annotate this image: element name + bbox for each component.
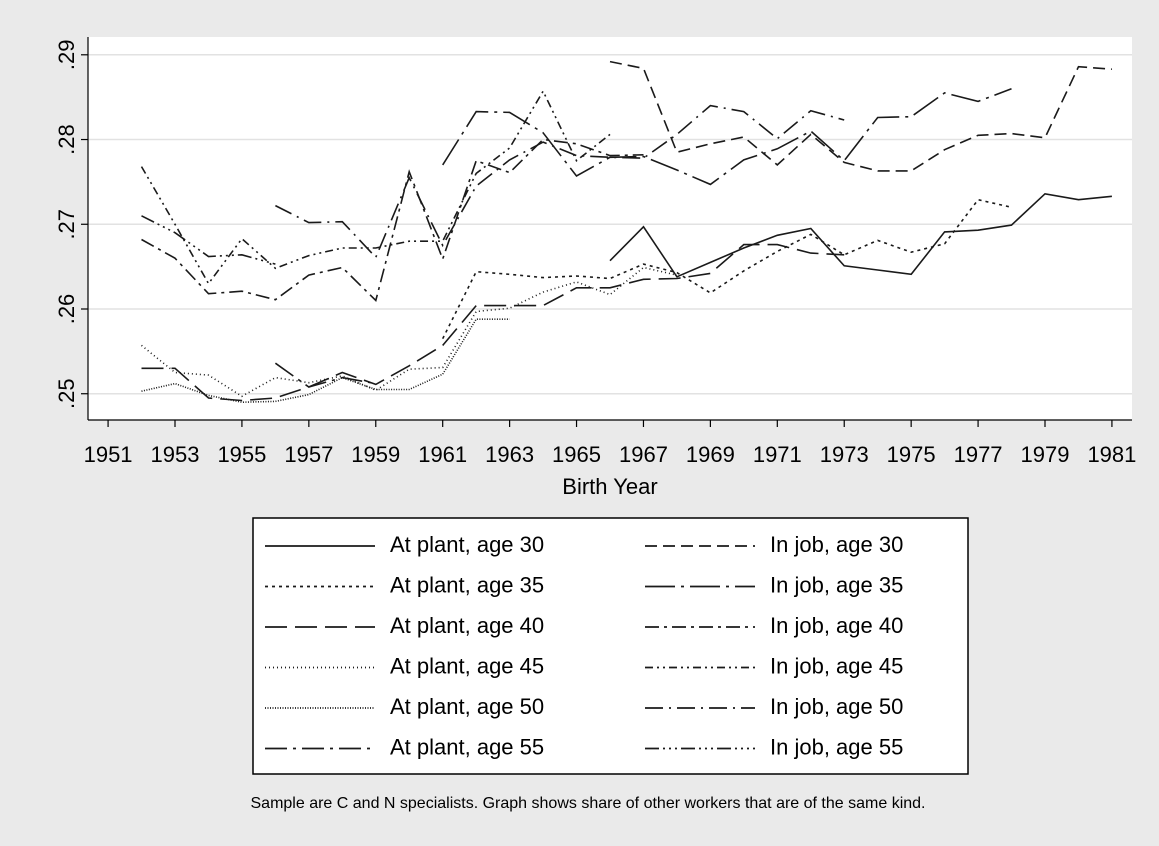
note: Sample are C and N specialists. Graph sh… (251, 795, 926, 812)
series-line (141, 138, 644, 303)
x-axis-title: Birth Year (562, 474, 657, 499)
x-tick-label: 1963 (485, 442, 534, 467)
x-tick-label: 1973 (820, 442, 869, 467)
legend-label: At plant, age 50 (390, 694, 544, 719)
series-line (275, 104, 845, 259)
legend-label: At plant, age 40 (390, 613, 544, 638)
y-tick-label: .27 (54, 209, 79, 240)
y-tick-label: .29 (54, 39, 79, 70)
series-line (141, 318, 510, 404)
legend (252, 517, 969, 775)
x-tick-label: 1961 (418, 442, 467, 467)
x-tick-label: 1969 (686, 442, 735, 467)
x-tick-label: 1951 (84, 442, 133, 467)
x-tick-label: 1959 (351, 442, 400, 467)
plot-layer (88, 54, 1132, 404)
plot-area (88, 37, 1132, 420)
x-tick-label: 1971 (753, 442, 802, 467)
series-line (140, 89, 611, 286)
series-line (609, 192, 1112, 278)
legend-label: In job, age 35 (770, 572, 903, 597)
legend-label: At plant, age 30 (390, 532, 544, 557)
x-tick-label: 1965 (552, 442, 601, 467)
series-line (274, 362, 376, 388)
x-tick-label: 1967 (619, 442, 668, 467)
legend-label: In job, age 50 (770, 694, 903, 719)
legend-label: In job, age 55 (770, 734, 903, 759)
legend-label: At plant, age 55 (390, 734, 544, 759)
legend-label: In job, age 30 (770, 532, 903, 557)
x-tick-label: 1975 (887, 442, 936, 467)
series-line (442, 87, 1012, 186)
x-tick-label: 1979 (1021, 442, 1070, 467)
series-line (609, 60, 1112, 172)
x-tick-label: 1981 (1087, 442, 1136, 467)
x-tick-label: 1977 (954, 442, 1003, 467)
series-line (141, 243, 845, 402)
legend-label: In job, age 40 (770, 613, 903, 638)
legend-label: In job, age 45 (770, 653, 903, 678)
series-line (141, 215, 276, 265)
x-tick-label: 1953 (151, 442, 200, 467)
y-tick-label: .26 (54, 294, 79, 325)
x-tick-label: 1957 (284, 442, 333, 467)
x-tick-label: 1955 (217, 442, 266, 467)
y-tick-label: .28 (54, 124, 79, 155)
legend-label: At plant, age 35 (390, 572, 544, 597)
y-tick-label: .25 (54, 378, 79, 409)
legend-label: At plant, age 45 (390, 653, 544, 678)
